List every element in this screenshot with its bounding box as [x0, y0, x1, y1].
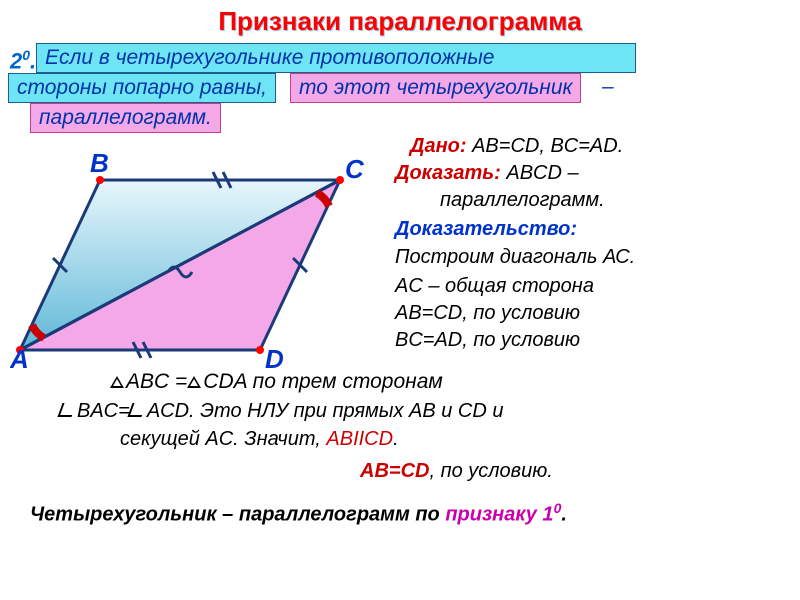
prove-text2: параллелограмм. — [440, 189, 605, 211]
proof-step3: AB=CD, по условию — [395, 302, 580, 325]
page-title: Признаки параллелограмма — [0, 0, 800, 37]
diagram-svg: A B C D — [10, 150, 390, 370]
triangle-icon — [110, 376, 124, 388]
conclusion: Четырехугольник – параллелограмм по приз… — [30, 500, 567, 527]
theorem-dash: – — [602, 75, 614, 99]
proof-step7: AB=CD, по условию. — [360, 460, 553, 483]
label-d: D — [265, 344, 284, 370]
label-b: B — [90, 150, 109, 178]
label-a: A — [10, 344, 29, 370]
proof-label: Доказательство: — [395, 218, 577, 241]
vertex-d — [256, 346, 264, 354]
proof-step2: AC – общая сторона — [395, 275, 594, 298]
step5b: CDA по трем сторонам — [203, 370, 443, 393]
vertex-c — [336, 176, 344, 184]
prove-text: ABCD – — [501, 162, 579, 184]
given-text: AB=CD, BC=AD. — [467, 135, 624, 157]
step6c: секущей AC. Значит, — [120, 428, 326, 450]
proof-step1: Построим диагональ АС. — [395, 246, 635, 269]
prove-block2: параллелограмм. — [440, 189, 605, 212]
th-line2b: то этот четырехугольник — [299, 76, 572, 99]
theorem-line3: параллелограмм. — [30, 103, 221, 133]
parallelogram-diagram: A B C D — [10, 150, 390, 370]
concl-a: Четырехугольник – параллелограмм по — [30, 504, 445, 526]
step5a: ABC = — [126, 370, 187, 393]
angle-icon-2 — [127, 403, 146, 417]
triangle-icon-2 — [187, 376, 201, 388]
th-line3: параллелограмм. — [39, 106, 212, 129]
prove-block: Доказать: ABCD – — [395, 162, 579, 185]
theorem-line2b: то этот четырехугольник — [290, 73, 581, 103]
concl-b: признаку 1 — [445, 504, 553, 526]
concl-c: . — [561, 504, 567, 526]
step6b: ACD. Это НЛУ при прямых AB и CD и — [147, 400, 504, 422]
step7: AB=CD — [360, 460, 429, 482]
proof-step4: BC=AD, по условию — [395, 329, 580, 352]
th-line2a: стороны попарно равны, — [17, 76, 267, 99]
step6a: BAC= — [77, 400, 130, 422]
sign-sup: 0 — [22, 47, 30, 63]
th-line1: Если в четырехугольнике противоположные — [45, 46, 494, 69]
given-block: Дано: AB=CD, BC=AD. — [410, 135, 623, 158]
sign-num-val: 2 — [10, 48, 22, 73]
angle-icon — [57, 403, 76, 417]
theorem-line1: Если в четырехугольнике противоположные — [36, 43, 636, 73]
step6d: ABIICD — [326, 428, 393, 450]
step6e: . — [393, 428, 399, 450]
title-text: Признаки параллелограмма — [218, 6, 581, 36]
proof-step6c: секущей AC. Значит, ABIICD. — [120, 428, 399, 451]
prove-label: Доказать: — [395, 162, 501, 184]
sign-number: 20. — [10, 47, 36, 74]
label-c: C — [345, 154, 365, 184]
proof-step6: BAC= ACD. Это НЛУ при прямых AB и CD и — [60, 400, 504, 423]
given-label: Дано: — [410, 135, 467, 157]
proof-step5: ABC = CDA по трем сторонам — [110, 370, 443, 394]
theorem-line2a: стороны попарно равны, — [8, 73, 276, 103]
step7b: , по условию. — [429, 460, 552, 482]
